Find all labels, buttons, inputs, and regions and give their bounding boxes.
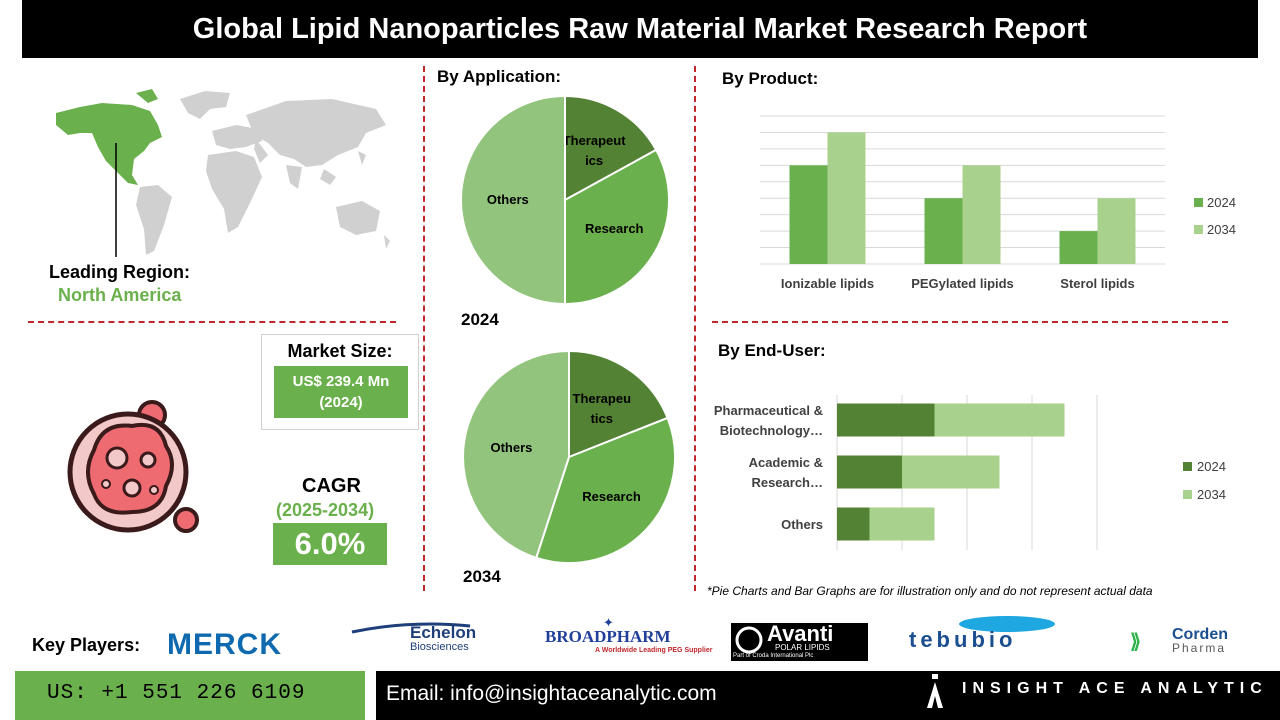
enduser-category-label: Others [781,517,823,532]
phone-number[interactable]: US: +1 551 226 6109 [15,671,365,720]
enduser-bar-2024 [837,507,870,541]
product-bar-2024 [924,198,963,264]
product-legend-swatch [1194,198,1203,207]
tebubio-logo: tebubio [907,616,1112,654]
avanti-logo: Avanti POLAR LIPIDS Part of Croda Intern… [731,621,868,661]
product-bar-2034 [962,165,1001,264]
product-bar-chart: Ionizable lipids PEGylated lipids Sterol l… [760,115,1236,291]
leading-region-label: Leading Region: [49,262,190,282]
pie-label-research: Research [582,489,641,504]
enduser-legend-label: 2034 [1197,487,1226,502]
end-user-bar-chart: Pharmaceutical & Biotechnology… Academic &… [714,395,1226,550]
market-size-amount: US$ 239.4 Mn [292,373,390,390]
cagr-label: CAGR [302,475,361,497]
leading-region-value: North America [58,285,182,305]
broadpharm-star-icon: ✦ [603,615,614,630]
enduser-bar-2024 [837,403,935,437]
enduser-legend-swatch [1183,490,1192,499]
report-title: Global Lipid Nanoparticles Raw Material … [22,0,1258,58]
world-map [56,89,390,257]
brand-logo-icon [927,674,943,708]
pie-slice-therapeutics [568,350,669,459]
avanti-circle-icon [735,626,763,654]
pie-chart-2024: Therapeut ics Research Others [460,94,670,306]
corden-logo: ⟫ Corden Pharma [1130,626,1265,656]
product-legend-label: 2034 [1207,222,1236,237]
email-address[interactable]: Email: info@insightaceanalytic.com [376,671,1280,720]
product-legend-swatch [1194,225,1203,234]
product-legend-label: 2024 [1207,195,1236,210]
product-bar-2024 [1059,231,1098,264]
enduser-category-label: Academic & Research… [749,455,823,490]
disclaimer: *Pie Charts and Bar Graphs are for illus… [707,584,1153,598]
enduser-legend-swatch [1183,462,1192,471]
pie-slice-others [460,94,566,306]
tebubio-logo-text: tebubio [909,627,1017,652]
avanti-logo-note: Part of Croda International Plc [733,653,814,659]
divider-product [712,321,1228,323]
product-category-label: Sterol lipids [1060,276,1134,291]
merck-logo: MERCK [165,624,315,662]
product-bar-2034 [827,132,866,264]
product-category-label: Ionizable lipids [781,276,874,291]
enduser-bar-2034 [934,403,1065,437]
svg-text:MERCK: MERCK [167,628,282,661]
pie-label-others: Others [490,440,532,455]
echelon-logo-sub: Biosciences [410,641,469,653]
product-bar-2024 [789,165,828,264]
pie-slice-others [462,350,570,560]
pie-slice-research [564,148,670,306]
market-size-year: (2024) [319,394,363,411]
application-title: By Application: [437,67,562,86]
enduser-bar-2034 [902,455,1000,489]
market-size-label: Market Size: [287,341,393,361]
divider-region [28,321,396,323]
enduser-legend-label: 2024 [1197,459,1226,474]
end-user-title: By End-User: [718,341,826,360]
echelon-logo: Echelon Biosciences [350,618,500,658]
echelon-swoosh [351,622,471,634]
pie-label-research: Research [585,221,644,236]
echelon-logo-text: Echelon [410,623,477,642]
nanoparticle-icon [67,400,199,533]
tebubio-bubble [959,616,1055,632]
broadpharm-logo: ✦ BROADPHARM A Worldwide Leading PEG Sup… [545,615,715,660]
broadpharm-tagline: A Worldwide Leading PEG Supplier [595,647,713,654]
corden-logo-sub: Pharma [1172,641,1227,655]
corden-logo-text: Corden [1172,626,1228,643]
pie-2034-year: 2034 [463,567,501,586]
broadpharm-logo-text: BROADPHARM [545,627,671,646]
avanti-logo-text: Avanti [767,621,834,646]
market-size-box: Market Size: US$ 239.4 Mn (2024) [261,334,419,430]
product-category-label: PEGylated lipids [911,276,1014,291]
pie-chart-2034: Therapeu tics Research Others [462,350,676,564]
enduser-bar-2034 [869,507,935,541]
cagr-period: (2025-2034) [276,500,375,520]
pie-label-others: Others [487,192,529,207]
enduser-category-label: Pharmaceutical & Biotechnology… [714,403,823,438]
product-title: By Product: [722,69,819,88]
cagr-value: 6.0% [273,523,387,565]
enduser-bar-2024 [837,455,902,489]
pie-slice-research [534,416,676,564]
divider-left [423,66,425,591]
pie-2024-year: 2024 [461,310,499,329]
divider-right [694,66,696,591]
brand-name: INSIGHT ACE ANALYTIC [962,680,1268,697]
key-players-label: Key Players: [32,635,141,655]
merck-logo-graphic: MERCK [167,628,282,661]
market-size-value: US$ 239.4 Mn (2024) [274,366,408,418]
avanti-logo-sub: POLAR LIPIDS [775,643,830,652]
product-bar-2034 [1097,198,1136,264]
corden-arrow-icon: ⟫ [1130,631,1142,653]
pie-slice-therapeutics [564,94,658,202]
